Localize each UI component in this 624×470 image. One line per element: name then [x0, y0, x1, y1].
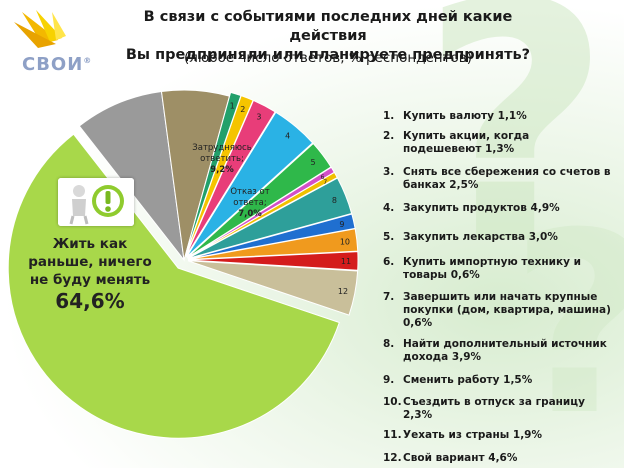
legend-item: 2. Купить акции, когда подешевеют 1,3% — [383, 130, 611, 156]
legend-item: 1. Купить валюту 1,1% — [383, 110, 611, 123]
legend-number: 4. — [383, 202, 395, 214]
pie-label-3: 3 — [256, 112, 261, 121]
pie-label-10: 10 — [340, 237, 350, 246]
pie-slice-3 — [185, 99, 276, 257]
legend-text: Купить акции, когда подешевеют 1,3% — [403, 130, 530, 155]
pie-slice-4 — [186, 111, 314, 258]
legend-item: 4. Закупить продуктов 4,9% — [383, 202, 611, 215]
legend-item: 9. Сменить работу 1,5% — [383, 374, 611, 387]
legend-text: Снять все сбережения со счетов в банках … — [403, 166, 611, 191]
legend-text: Закупить продуктов 4,9% — [403, 202, 560, 214]
legend-number: 5. — [383, 231, 395, 243]
legend-number: 8. — [383, 338, 395, 350]
legend-item: 8. Найти дополнительный источник дохода 3… — [383, 338, 611, 364]
legend-number: 9. — [383, 374, 395, 386]
legend-text: Уехать из страны 1,9% — [403, 429, 543, 441]
pie-label-8: 8 — [332, 196, 337, 205]
pie-label-6: 6 — [321, 174, 325, 181]
pie-label-main: Жить как раньше, ничего не буду менять 64,6… — [28, 236, 152, 313]
legend-text: Свой вариант 4,6% — [403, 452, 518, 464]
logo: СВОИ® — [22, 54, 93, 75]
pie-label-11: 11 — [341, 257, 351, 266]
pie-label-12: 12 — [338, 287, 348, 296]
legend-number: 12. — [383, 452, 402, 464]
pie-label-2: 2 — [240, 105, 245, 114]
pie-slice-11 — [187, 251, 359, 271]
pie-label-5: 5 — [311, 158, 316, 167]
legend-item: 3. Снять все сбережения со счетов в банка… — [383, 166, 611, 192]
pie-label-9: 9 — [339, 220, 344, 229]
legend-item: 7. Завершить или начать крупные покупки (… — [383, 291, 611, 330]
logo-icon — [14, 10, 66, 48]
legend-item: 5. Закупить лекарства 3,0% — [383, 231, 611, 244]
legend-item: 10. Съездить в отпуск за границу 2,3% — [383, 396, 611, 422]
page-title: В связи с событиями последних дней какие… — [125, 9, 531, 63]
pie-slice-hard — [78, 90, 185, 262]
question-mark-icon: ? — [420, 0, 612, 317]
legend-text: Завершить или начать крупные покупки (до… — [403, 291, 611, 329]
legend-number: 11. — [383, 429, 402, 441]
legend-item: 12. Свой вариант 4,6% — [383, 452, 611, 465]
page-subtitle: (любое число ответов, % респондентов) — [184, 50, 472, 66]
pie-label-4: 4 — [285, 132, 290, 141]
pie-slice-7 — [187, 171, 338, 259]
legend-text: Закупить лекарства 3,0% — [403, 231, 558, 243]
legend-text: Съездить в отпуск за границу 2,3% — [403, 396, 585, 421]
legend-number: 7. — [383, 291, 395, 303]
legend-number: 10. — [383, 396, 402, 408]
pie-label-7: 7 — [323, 179, 327, 186]
legend-text: Сменить работу 1,5% — [403, 374, 533, 386]
legend-number: 3. — [383, 166, 395, 178]
question-mark-icon: ? — [510, 200, 624, 450]
pie-slice-12 — [187, 260, 359, 316]
legend-number: 2. — [383, 130, 395, 142]
legend-text: Купить валюту 1,1% — [403, 110, 527, 122]
pie-slice-8 — [187, 177, 353, 259]
legend-number: 1. — [383, 110, 395, 122]
pie-label-1: 1 — [230, 101, 235, 110]
legend-number: 6. — [383, 256, 395, 268]
thinking-person-exclamation-icon — [58, 178, 134, 226]
legend-text: Найти дополнительный источник дохода 3,9… — [403, 338, 607, 363]
pie-label-refuse: Отказ от ответа; 7,0% — [230, 187, 269, 219]
legend-item: 6. Купить импортную технику и товары 0,6% — [383, 256, 611, 282]
legend-item: 11. Уехать из страны 1,9% — [383, 429, 611, 442]
legend-text: Купить импортную технику и товары 0,6% — [403, 256, 581, 281]
pie-label-hard: Затрудняюсь ответить; 9,2% — [192, 143, 251, 175]
